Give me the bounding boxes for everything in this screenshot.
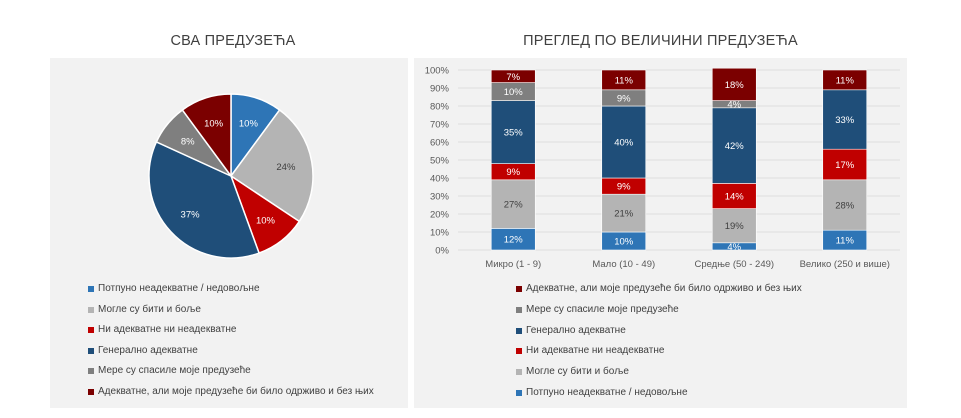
legend-swatch (516, 306, 522, 313)
pie-slice-label: 24% (276, 162, 296, 173)
bar-data-label: 7% (506, 72, 520, 83)
legend-label: Могле су бити и боље (526, 366, 629, 378)
bar-segment (601, 69, 647, 91)
bar-data-label: 33% (835, 115, 855, 126)
bar-segment (490, 69, 536, 83)
y-tick-label: 30% (430, 192, 450, 203)
legend-swatch (516, 369, 522, 376)
bar-segment (822, 148, 868, 181)
bar-data-label: 28% (835, 201, 855, 212)
bar-data-label: 4% (727, 242, 741, 253)
pie-chart: 10% 24% 10% 37% 8% 10% (148, 93, 314, 259)
legend-label: Адекватне, али моје предузеће би било од… (98, 385, 374, 397)
bar-data-label: 4% (727, 100, 741, 111)
bar-data-label: 10% (614, 237, 634, 248)
bar-data-label: 9% (617, 93, 631, 104)
bar-data-label: 21% (614, 209, 634, 220)
legend-label: Генерално адекватне (98, 344, 198, 356)
bar-data-label: 18% (725, 80, 745, 91)
legend-label: Генерално адекватне (526, 324, 626, 336)
bar-segment (601, 193, 647, 233)
y-tick-label: 100% (425, 66, 450, 77)
bar-chart-panel: 0% 10% 20% 30% 40% 50% 60% 70% 80% 90% 100% 12% 27% 9… (414, 58, 907, 408)
legend-label: Ни адекватне ни неадекватне (98, 324, 237, 335)
bar-data-label: 11% (836, 236, 855, 247)
pie-slice (148, 140, 261, 259)
bar-segment (711, 208, 757, 244)
pie-slice-label: 10% (239, 119, 259, 130)
pie-chart-panel: 10% 24% 10% 37% 8% 10% Потпуно неадекватне / … (50, 58, 408, 408)
legend-swatch (88, 368, 94, 374)
legend-swatch (88, 306, 94, 313)
y-tick-label: 90% (430, 84, 450, 95)
legend-swatch (88, 347, 94, 354)
pie-slice-label: 10% (256, 215, 276, 226)
y-tick-label: 50% (430, 156, 450, 167)
bar-segment (711, 183, 757, 209)
x-tick-label: Мало (10 - 49) (592, 259, 655, 270)
x-tick-label: Микро (1 - 9) (485, 259, 541, 270)
bar-data-label: 11% (615, 75, 634, 86)
y-tick-label: 60% (430, 138, 450, 149)
pie-slice (181, 93, 232, 179)
bar-data-label: 11% (836, 75, 855, 86)
y-tick-label: 70% (430, 120, 450, 131)
bar-data-label: 27% (504, 200, 524, 211)
pie-slice-label: 10% (204, 119, 224, 130)
bar-segment (711, 67, 757, 101)
stacked-bar-chart: 0% 10% 20% 30% 40% 50% 60% 70% 80% 90% 100% 12% 27% 9… (425, 66, 900, 270)
legend-swatch (88, 286, 94, 292)
legend-swatch (516, 348, 522, 355)
bar-data-label: 9% (617, 182, 631, 193)
bar-segment (490, 100, 536, 164)
bar-data-label: 12% (504, 235, 524, 246)
pie-chart-title: СВА ПРЕДУЗЕЋА (170, 33, 296, 49)
y-tick-label: 10% (430, 228, 450, 239)
pie-slice (229, 108, 314, 223)
legend-label: Ни адекватне ни неадекватне (526, 345, 665, 357)
legend-label: Адекватне, али моје предузеће би било од… (526, 283, 802, 294)
y-tick-label: 20% (430, 210, 450, 221)
legend-swatch (88, 327, 94, 333)
pie-slice-label: 8% (181, 136, 195, 147)
legend-swatch (516, 327, 522, 334)
y-tick-label: 0% (435, 246, 449, 257)
legend-label: Могле су бити и боље (98, 303, 201, 315)
bar-data-label: 14% (725, 192, 745, 203)
bar-segment (601, 105, 647, 179)
bar-segment (822, 179, 868, 231)
bar-data-label: 9% (506, 167, 520, 178)
pie-slice-label: 37% (181, 209, 201, 220)
bar-data-label: 19% (725, 221, 745, 232)
legend-swatch (516, 390, 522, 396)
bar-data-label: 42% (725, 141, 745, 152)
bar-data-label: 35% (504, 128, 524, 139)
bar-data-label: 10% (504, 87, 524, 98)
y-tick-label: 80% (430, 102, 450, 113)
bar-data-label: 17% (835, 160, 855, 171)
legend-label: Потпуно неадекватне / недовољне (98, 283, 260, 294)
bar-data-label: 40% (614, 138, 634, 149)
x-tick-label: Средње (50 - 249) (694, 259, 774, 270)
bar-chart-title: ПРЕГЛЕД ПО ВЕЛИЧИНИ ПРЕДУЗЕЋА (523, 33, 798, 49)
x-tick-label: Велико (250 и више) (800, 259, 890, 270)
legend-label: Мере су спасиле моје предузеће (526, 303, 679, 315)
bar-segment (822, 69, 868, 91)
legend-label: Потпуно неадекватне / недовољне (526, 387, 688, 398)
y-tick-label: 40% (430, 174, 450, 185)
legend-swatch (516, 286, 522, 292)
legend-label: Мере су спасиле моје предузеће (98, 365, 251, 376)
legend-swatch (88, 388, 94, 395)
